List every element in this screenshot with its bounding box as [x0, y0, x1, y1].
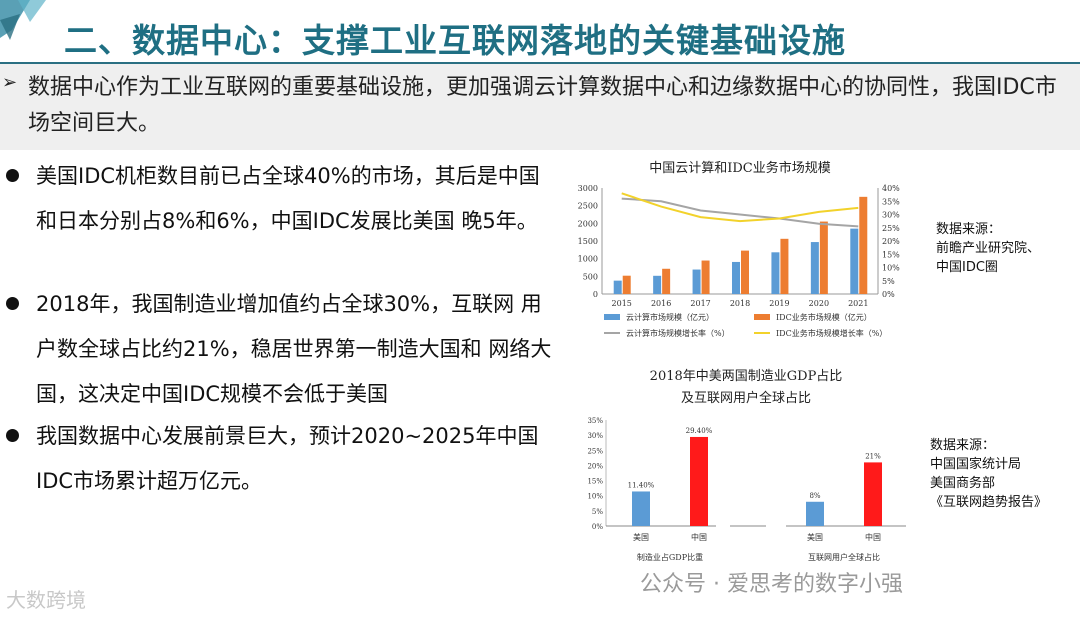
chart2-source-line: 美国商务部: [930, 476, 996, 491]
chart1-line-cloud-growth: [621, 197, 859, 228]
chart2-data-label: 8%: [809, 492, 820, 500]
chart1-y2-tick: 15%: [882, 250, 900, 259]
chart2-y-tick: 20%: [587, 462, 603, 470]
chart2-data-label: 11.40%: [628, 481, 655, 489]
chart-gdp-internet-share: 2018年中美两国制造业GDP占比 及互联网用户全球占比 35% 30% 25% 20…: [587, 369, 906, 562]
chart2-source: 数据来源： 中国国家统计局 美国商务部 《互联网趋势报告》: [930, 436, 1047, 512]
chart1-y2-tick: 10%: [882, 264, 900, 273]
chart2-group-label: 制造业占GDP比重: [637, 552, 703, 562]
chart2-bar-us: [806, 501, 824, 526]
chart2-bar-cn: [690, 436, 708, 526]
chart1-y2-tick: 25%: [882, 224, 900, 233]
chart2-source-line: 数据来源：: [930, 438, 996, 453]
chart2-y-tick: 5%: [592, 508, 603, 516]
bullet-text-3: 我国数据中心发展前景巨大，预计2020~2025年中国IDC市场累计超万亿元。: [36, 424, 539, 493]
chart2-x-tick: 美国: [633, 532, 649, 542]
chart2-x-tick: 美国: [807, 532, 823, 542]
chart1-bar-idc: [859, 196, 868, 294]
chart1-y-tick: 1500: [578, 237, 598, 246]
chart1-x-tick: 2019: [769, 299, 789, 308]
chart1-bar-cloud: [653, 275, 662, 294]
chart1-legend-swatch: [754, 314, 770, 320]
chart1-bar-cloud: [810, 242, 819, 294]
chart1-bar-cloud: [692, 269, 701, 294]
chart1-source-line: 前瞻产业研究院、: [936, 241, 1041, 256]
intro-box: ➢ 数据中心作为工业互联网的重要基础设施，更加强调云计算数据中心和边缘数据中心的…: [0, 64, 1080, 150]
chart2-bar-us: [632, 491, 650, 526]
chart1-y2-tick: 0%: [882, 290, 895, 299]
chart1-x-tick: 2016: [651, 299, 671, 308]
chart2-y-tick: 35%: [587, 417, 603, 425]
chart1-y2-tick: 20%: [882, 237, 900, 246]
watermark-logo: 大数跨境: [6, 588, 86, 612]
chart1-y-tick: 1000: [578, 255, 598, 264]
chart1-bar-cloud: [732, 261, 740, 294]
chart1-bar-idc: [780, 238, 789, 294]
page-title: 二、数据中心：支撑工业互联网落地的关键基础设施: [64, 21, 846, 60]
chart2-y-tick: 30%: [587, 432, 603, 440]
chart1-x-tick: 2018: [730, 299, 750, 308]
chart2-y-tick: 15%: [587, 478, 603, 486]
chart2-data-label: 21%: [865, 452, 881, 460]
chart2-x-tick: 中国: [865, 532, 881, 542]
chart1-x-tick: 2021: [848, 299, 868, 308]
chart1-y2-tick: 5%: [882, 277, 895, 286]
chart1-legend-swatch: [604, 314, 620, 320]
chart1-bar-cloud: [613, 280, 622, 294]
chart1-bar-cloud: [771, 252, 780, 294]
chart2-y-tick: 25%: [587, 447, 603, 455]
bullet-text-2: 2018年，我国制造业增加值约占全球30%，互联网 用户数全球占比约21%，稳居…: [36, 292, 552, 406]
chart1-bar-idc: [622, 275, 631, 294]
chart1-y2-tick: 30%: [882, 211, 900, 220]
chart2-y-tick: 0%: [592, 523, 603, 531]
bullet-dot-icon: [6, 429, 19, 442]
corner-decoration: [0, 0, 46, 40]
chart1-x-tick: 2015: [612, 299, 632, 308]
chart1-source-line: 中国IDC圈: [936, 260, 998, 275]
bullet-dot-icon: [6, 169, 19, 182]
chart1-legend-label: 云计算市场规模增长率（%）: [626, 328, 730, 338]
chart1-y2-tick: 35%: [882, 197, 900, 206]
chart1-y-tick: 2500: [578, 202, 598, 211]
chart1-y-tick: 3000: [578, 184, 598, 193]
chart1-y-tick: 500: [583, 272, 598, 281]
chart2-bar-cn: [864, 462, 882, 526]
watermark-text: 公众号 · 爱思考的数字小强: [640, 572, 903, 597]
chart1-y-tick: 0: [593, 290, 598, 299]
chart2-title: 2018年中美两国制造业GDP占比: [650, 369, 843, 384]
chart2-data-label: 29.40%: [686, 427, 713, 435]
chart1-title: 中国云计算和IDC业务市场规模: [649, 160, 831, 176]
chart-cloud-idc-market: 中国云计算和IDC业务市场规模 3000 2500 2000 1500 1000 500 0…: [578, 160, 901, 338]
chart2-x-tick: 中国: [691, 532, 707, 542]
chart1-bar-idc: [701, 260, 710, 294]
chart1-bar-cloud: [850, 228, 859, 294]
chart1-source-line: 数据来源：: [936, 222, 1002, 237]
chart1-bar-idc: [819, 221, 828, 294]
intro-text: 数据中心作为工业互联网的重要基础设施，更加强调云计算数据中心和边缘数据中心的协同…: [28, 75, 1057, 136]
bullet-text-1: 美国IDC机柜数目前已占全球40%的市场，其后是中国和日本分别占8%和6%，中国…: [36, 164, 540, 233]
chart1-x-tick: 2020: [809, 299, 829, 308]
chart2-y-tick: 10%: [587, 493, 603, 501]
chart1-legend-label: IDC业务市场规模（亿元）: [776, 312, 872, 322]
chart1-source: 数据来源： 前瞻产业研究院、 中国IDC圈: [936, 220, 1040, 277]
bullet-dot-icon: [6, 297, 19, 310]
header-rule: [0, 62, 1080, 64]
chart2-source-line: 中国国家统计局: [930, 457, 1022, 472]
chart1-x-tick: 2017: [690, 299, 710, 308]
arrow-bullet-icon: ➢: [2, 72, 18, 93]
chart2-group-label: 互联网用户全球占比: [808, 552, 880, 562]
chart1-y-tick: 2000: [578, 219, 598, 228]
chart1-line-idc-growth: [621, 192, 859, 223]
chart2-source-line: 《互联网趋势报告》: [930, 495, 1048, 510]
chart1-legend-label: IDC业务市场规模增长率（%）: [776, 328, 887, 338]
chart1-bar-idc: [741, 250, 749, 294]
chart2-subtitle: 及互联网用户全球占比: [681, 390, 811, 406]
chart1-bar-idc: [662, 268, 671, 294]
chart1-legend-label: 云计算市场规模（亿元）: [626, 312, 714, 322]
chart1-y2-tick: 40%: [882, 184, 900, 193]
